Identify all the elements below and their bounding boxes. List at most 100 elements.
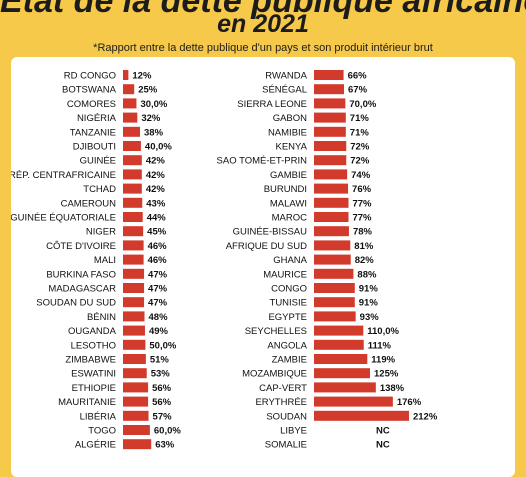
bar	[314, 297, 355, 308]
value-label: 30,0%	[140, 99, 167, 110]
country-label: SOUDAN DU SUD	[36, 298, 116, 309]
bar	[123, 126, 141, 137]
value-label: 66%	[348, 71, 368, 82]
country-label: MAURICE	[263, 269, 307, 280]
bar	[123, 297, 145, 308]
right-row: GUINÉE-BISSAU 78%	[233, 226, 373, 238]
value-label: 70,0%	[349, 99, 376, 110]
left-row: MALI 46%	[94, 254, 168, 266]
country-label: CAP-VERT	[259, 383, 307, 394]
country-label: NAMIBIE	[268, 127, 307, 138]
bar	[123, 197, 143, 208]
value-label: 46%	[148, 255, 168, 266]
left-row: LIBÉRIA 57%	[80, 410, 173, 422]
value-label: 57%	[153, 411, 173, 422]
left-row: TOGO 60,0%	[88, 425, 181, 437]
country-label: RÉP. CENTRAFRICAINE	[11, 170, 116, 181]
bar	[314, 368, 370, 379]
value-label: 111%	[368, 340, 392, 351]
bar	[123, 70, 129, 80]
bar	[123, 439, 152, 450]
value-label: 42%	[146, 156, 166, 167]
right-row: CONGO 91%	[271, 283, 378, 295]
value-label: 138%	[380, 383, 405, 394]
country-label: SEYCHELLES	[245, 326, 307, 337]
bar	[123, 339, 146, 350]
value-label: 77%	[352, 198, 372, 209]
value-label: 67%	[348, 85, 368, 96]
chart-subtitle: en 2021	[217, 10, 309, 38]
value-label: 12%	[132, 71, 152, 82]
bar	[123, 226, 144, 237]
value-label: 56%	[152, 383, 172, 394]
bar	[123, 410, 149, 421]
country-label: LESOTHO	[71, 340, 116, 351]
bar	[314, 126, 346, 137]
value-label: 25%	[138, 85, 158, 96]
country-label: LIBYE	[280, 426, 307, 437]
country-label: MAURITANIE	[58, 397, 116, 408]
chart-panel: RD CONGO 12% BOTSWANA 25% COMORES 30,0% NIGÉRI…	[11, 57, 515, 477]
country-label: CAMEROUN	[61, 198, 117, 209]
country-label: SIERRA LEONE	[237, 99, 307, 110]
country-label: MAROC	[272, 213, 308, 224]
left-row: GUINÉE ÉQUATORIALE 44%	[11, 212, 166, 224]
bar	[123, 325, 145, 336]
value-label: 119%	[371, 355, 395, 366]
country-label: GABON	[273, 113, 307, 124]
bar	[123, 84, 135, 95]
country-label: MADAGASCAR	[48, 284, 116, 295]
left-row: NIGÉRIA 32%	[77, 112, 161, 124]
left-row: OUGANDA 49%	[68, 325, 169, 337]
chart-title: Etat de la dette publique africaine	[0, 0, 526, 20]
country-label: ZIMBABWE	[65, 355, 116, 366]
bar	[123, 155, 142, 166]
right-row: ANGOLA 111%	[267, 339, 392, 351]
country-label: TOGO	[88, 426, 116, 437]
bar	[314, 339, 364, 350]
right-row: GHANA 82%	[273, 254, 374, 266]
country-label: COMORES	[67, 99, 116, 110]
value-label: 47%	[148, 298, 168, 309]
bar	[314, 212, 349, 222]
right-row: LIBYE NC	[280, 426, 390, 437]
country-label: RWANDA	[265, 71, 307, 82]
right-row: CAP-VERT 138%	[259, 382, 405, 394]
bar	[314, 141, 347, 151]
value-label: 71%	[350, 127, 370, 138]
country-label: EGYPTE	[268, 312, 307, 323]
country-label: SOUDAN	[266, 411, 307, 422]
bar	[314, 112, 346, 123]
left-row: BÉNIN 48%	[87, 311, 168, 323]
right-row: SAO TOMÉ-ET-PRIN 72%	[217, 155, 370, 167]
country-label: CÔTE D'IVOIRE	[46, 241, 116, 252]
bar	[314, 84, 345, 95]
left-row: RÉP. CENTRAFRICAINE 42%	[11, 169, 165, 181]
bar	[123, 425, 150, 435]
value-label: 42%	[146, 184, 166, 195]
bar	[123, 354, 146, 364]
value-label: 56%	[152, 397, 172, 408]
value-label: 51%	[150, 355, 170, 366]
value-label: 110,0%	[367, 326, 399, 337]
value-label: 81%	[354, 241, 374, 252]
left-row: LESOTHO 50,0%	[71, 339, 177, 351]
country-label: BOTSWANA	[62, 85, 117, 96]
bar	[123, 368, 147, 379]
country-label: TCHAD	[83, 184, 116, 195]
bar	[123, 283, 145, 293]
country-label: DJIBOUTI	[73, 142, 116, 153]
right-row: SOMALIE NC	[265, 440, 390, 451]
value-label: 53%	[151, 369, 171, 380]
bar	[123, 254, 144, 265]
value-label: 74%	[351, 170, 371, 181]
country-label: OUGANDA	[68, 326, 117, 337]
bar	[314, 98, 346, 109]
bar	[123, 169, 142, 180]
left-row: COMORES 30,0%	[67, 98, 168, 110]
right-row: BURUNDI 76%	[264, 183, 372, 195]
value-label: 63%	[155, 440, 175, 451]
bar	[123, 183, 142, 194]
bar	[123, 141, 141, 151]
value-label: 76%	[352, 184, 372, 195]
